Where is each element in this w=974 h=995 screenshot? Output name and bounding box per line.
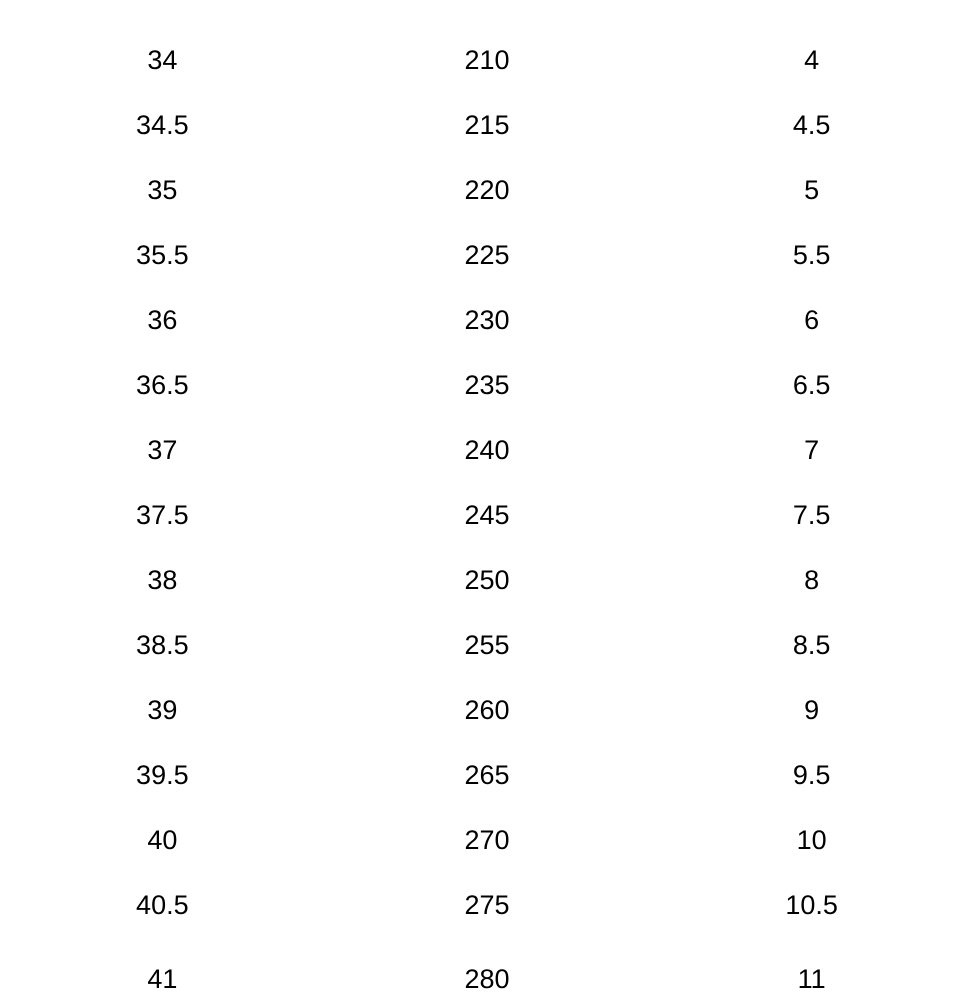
table-row: 38 250 8 bbox=[0, 548, 974, 613]
table-row: 37 240 7 bbox=[0, 418, 974, 483]
cell-col1: 34 bbox=[0, 45, 325, 76]
cell-col3: 5.5 bbox=[649, 240, 974, 271]
cell-col2: 245 bbox=[325, 500, 650, 531]
table-row: 35.5 225 5.5 bbox=[0, 223, 974, 288]
cell-col2: 220 bbox=[325, 175, 650, 206]
cell-col1: 34.5 bbox=[0, 110, 325, 141]
cell-col1: 36 bbox=[0, 305, 325, 336]
cell-col3: 8.5 bbox=[649, 630, 974, 661]
cell-col2: 280 bbox=[325, 964, 650, 995]
cell-col3: 7 bbox=[649, 435, 974, 466]
cell-col3: 7.5 bbox=[649, 500, 974, 531]
cell-col1: 40 bbox=[0, 825, 325, 856]
table-row: 40 270 10 bbox=[0, 808, 974, 873]
table-row: 37.5 245 7.5 bbox=[0, 483, 974, 548]
cell-col3: 10.5 bbox=[649, 890, 974, 921]
size-table: 34 210 4 34.5 215 4.5 35 220 5 35.5 225 … bbox=[0, 0, 974, 988]
table-row: 39.5 265 9.5 bbox=[0, 743, 974, 808]
cell-col2: 240 bbox=[325, 435, 650, 466]
cell-col1: 39.5 bbox=[0, 760, 325, 791]
table-row: 35 220 5 bbox=[0, 158, 974, 223]
cell-col3: 9 bbox=[649, 695, 974, 726]
cell-col1: 37.5 bbox=[0, 500, 325, 531]
cell-col1: 39 bbox=[0, 695, 325, 726]
cell-col3: 4 bbox=[649, 45, 974, 76]
cell-col2: 230 bbox=[325, 305, 650, 336]
cell-col3: 9.5 bbox=[649, 760, 974, 791]
table-row: 34 210 4 bbox=[0, 28, 974, 93]
cell-col2: 215 bbox=[325, 110, 650, 141]
cell-col1: 38.5 bbox=[0, 630, 325, 661]
cell-col3: 5 bbox=[649, 175, 974, 206]
cell-col3: 10 bbox=[649, 825, 974, 856]
table-row: 36 230 6 bbox=[0, 288, 974, 353]
table-row: 36.5 235 6.5 bbox=[0, 353, 974, 418]
cell-col3: 6.5 bbox=[649, 370, 974, 401]
cell-col1: 35 bbox=[0, 175, 325, 206]
cell-col3: 4.5 bbox=[649, 110, 974, 141]
cell-col1: 35.5 bbox=[0, 240, 325, 271]
cell-col2: 270 bbox=[325, 825, 650, 856]
cell-col1: 40.5 bbox=[0, 890, 325, 921]
cell-col3: 6 bbox=[649, 305, 974, 336]
cell-col1: 38 bbox=[0, 565, 325, 596]
cell-col2: 260 bbox=[325, 695, 650, 726]
cell-col2: 225 bbox=[325, 240, 650, 271]
table-row: 38.5 255 8.5 bbox=[0, 613, 974, 678]
cell-col2: 265 bbox=[325, 760, 650, 791]
cell-col2: 255 bbox=[325, 630, 650, 661]
cell-col1: 37 bbox=[0, 435, 325, 466]
cell-col2: 210 bbox=[325, 45, 650, 76]
cell-col2: 235 bbox=[325, 370, 650, 401]
table-row: 41 280 11 bbox=[0, 938, 974, 988]
cell-col1: 36.5 bbox=[0, 370, 325, 401]
cell-col2: 275 bbox=[325, 890, 650, 921]
cell-col3: 11 bbox=[649, 964, 974, 995]
cell-col3: 8 bbox=[649, 565, 974, 596]
table-row: 34.5 215 4.5 bbox=[0, 93, 974, 158]
cell-col2: 250 bbox=[325, 565, 650, 596]
table-row: 40.5 275 10.5 bbox=[0, 873, 974, 938]
table-row: 39 260 9 bbox=[0, 678, 974, 743]
cell-col1: 41 bbox=[0, 964, 325, 995]
